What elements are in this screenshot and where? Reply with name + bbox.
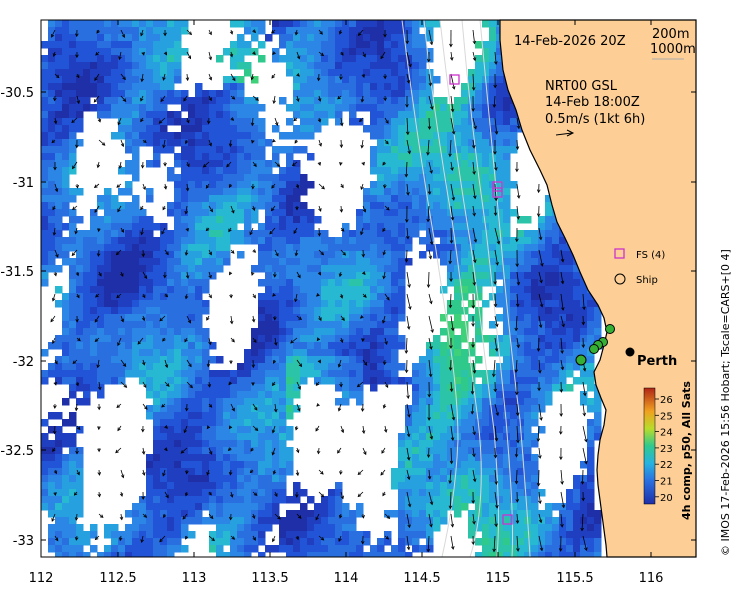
y-tick-label: -32: [13, 355, 34, 370]
x-tick-label: 113: [182, 571, 207, 586]
colorbar-label: 4h comp, p50, All Sats: [680, 381, 693, 520]
y-tick-label: -33: [13, 534, 34, 549]
ship-marker[interactable]: [575, 354, 587, 366]
scale-arrow-icon: [555, 129, 575, 137]
colorbar-tick-label: 20: [660, 493, 673, 504]
y-tick-label: -30.5: [0, 86, 34, 101]
y-axis: -30.5 -31 -31.5 -32 -32.5 -33: [0, 86, 696, 549]
colorbar-tick-label: 24: [660, 428, 673, 439]
current-title: NRT00 GSL: [545, 79, 618, 94]
colorbar-ticks: 26 25 24 23 22 21 20: [655, 395, 673, 504]
fs-marker[interactable]: [449, 74, 460, 85]
x-tick-label: 114.5: [403, 571, 440, 586]
colorbar-tick-label: 23: [660, 444, 673, 455]
x-tick-label: 112: [29, 571, 54, 586]
y-tick-label: -32.5: [0, 444, 34, 459]
isobath-label-1000: 1000m: [650, 42, 696, 57]
plot-frame: [40, 19, 697, 558]
colorbar-tick-label: 25: [660, 411, 673, 422]
fs-markers: [449, 74, 513, 525]
x-tick-label: 115: [486, 571, 511, 586]
fs-marker[interactable]: [492, 181, 503, 192]
current-time: 14-Feb 18:00Z: [545, 95, 640, 110]
x-tick-label: 114: [334, 571, 359, 586]
colorbar: [643, 387, 656, 505]
y-tick-label: -31: [13, 176, 34, 191]
x-tick-label: 112.5: [99, 571, 136, 586]
sst-field: [41, 20, 609, 557]
city-label: Perth: [637, 354, 677, 369]
current-vectors: [50, 29, 588, 553]
ship-markers: [575, 324, 615, 366]
ship-legend-icon: [614, 273, 626, 285]
x-tick-label: 115.5: [556, 571, 593, 586]
isobaths: [401, 20, 531, 557]
legend-fs: FS (4): [636, 250, 665, 261]
x-tick-label: 116: [639, 571, 664, 586]
colorbar-tick-label: 22: [660, 460, 673, 471]
x-axis: 112 112.5 113 113.5 114 114.5 115 115.5 116: [29, 20, 664, 586]
fs-marker[interactable]: [492, 187, 503, 198]
date-title: 14-Feb-2026 20Z: [514, 34, 626, 49]
fs-marker[interactable]: [502, 514, 513, 525]
colorbar-tick-label: 26: [660, 395, 673, 406]
y-tick-label: -31.5: [0, 265, 34, 280]
legend-ship: Ship: [636, 275, 658, 286]
perth-marker[interactable]: [625, 347, 635, 357]
credit-text: © IMOS 17-Feb-2026 15:56 Hobart; Tscale=…: [719, 249, 732, 556]
colorbar-tick-label: 21: [660, 477, 673, 488]
current-scale: 0.5m/s (1kt 6h): [545, 112, 645, 127]
ship-marker[interactable]: [605, 324, 615, 334]
isobath-label-200: 200m: [652, 27, 689, 42]
x-tick-label: 113.5: [251, 571, 288, 586]
ship-marker[interactable]: [589, 344, 599, 354]
fs-legend-icon: [614, 248, 625, 259]
